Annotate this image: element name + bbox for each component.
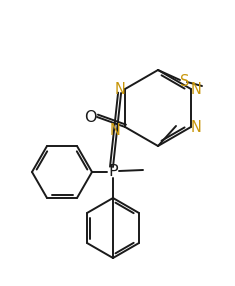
- Text: N: N: [110, 123, 121, 138]
- Text: N: N: [191, 120, 201, 134]
- Text: N: N: [115, 82, 125, 96]
- Text: P: P: [108, 164, 118, 180]
- Text: S: S: [180, 74, 190, 90]
- Text: O: O: [84, 110, 96, 124]
- Text: N: N: [191, 82, 201, 96]
